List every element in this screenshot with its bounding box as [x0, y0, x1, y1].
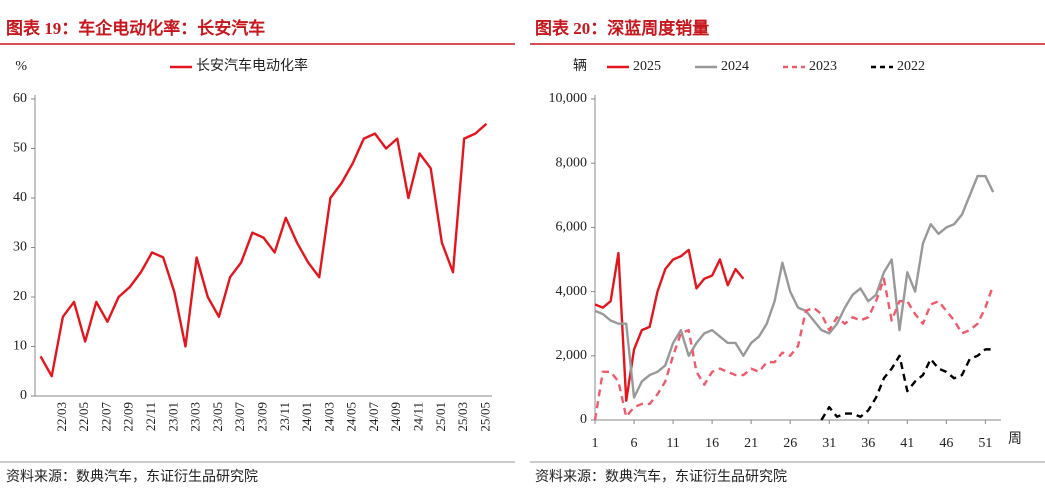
- y-tick-label: 20: [13, 289, 27, 304]
- series-line: [593, 277, 995, 421]
- x-tick-label: 23/11: [277, 402, 292, 431]
- x-tick-label: 22/05: [76, 402, 91, 432]
- y-tick-label: 0: [580, 412, 587, 427]
- x-tick-label: 24/07: [366, 402, 381, 432]
- y-tick-label: 4,000: [556, 284, 588, 299]
- x-tick-label: 22/07: [98, 402, 113, 432]
- source-note: 资料来源：数典汽车，东证衍生品研究院: [6, 468, 258, 485]
- x-tick-label: 36: [861, 436, 875, 451]
- x-tick-label: 46: [939, 436, 953, 451]
- legend-label: 长安汽车电动化率: [196, 57, 308, 74]
- x-tick-label: 23/07: [232, 402, 247, 432]
- y-tick-label: 40: [13, 190, 27, 205]
- legend-label: 2022: [897, 59, 925, 74]
- x-tick-label: 51: [978, 436, 992, 451]
- x-tick-label: 24/05: [344, 402, 359, 432]
- x-tick-label: 16: [705, 436, 719, 451]
- series-line: [594, 174, 995, 399]
- source-note: 资料来源：数典汽车，东证衍生品研究院: [535, 468, 787, 485]
- x-tick-label: 23/01: [165, 402, 180, 432]
- x-tick-label: 31: [822, 436, 836, 451]
- y-axis-label: 辆: [573, 58, 587, 74]
- chart-title: 图表 20：深蓝周度销量: [535, 18, 709, 38]
- y-tick-label: 10: [13, 339, 27, 354]
- chart-title: 图表 19：车企电动化率：长安汽车: [6, 18, 265, 38]
- y-tick-label: 8,000: [556, 155, 588, 170]
- x-tick-label: 25/01: [433, 402, 448, 432]
- x-tick-label: 6: [631, 436, 638, 451]
- legend-label: 2025: [633, 59, 661, 74]
- y-tick-label: 2,000: [556, 348, 588, 363]
- x-tick-label: 25/05: [477, 402, 492, 432]
- legend-label: 2023: [809, 59, 837, 74]
- legend-label: 2024: [721, 59, 749, 74]
- x-tick-label: 22/03: [54, 402, 69, 432]
- series-line: [594, 248, 745, 402]
- x-tick-label: 26: [783, 436, 797, 451]
- x-axis-label: 周: [1008, 432, 1022, 447]
- x-tick-label: 24/09: [388, 402, 403, 432]
- y-tick-label: 30: [13, 240, 27, 255]
- x-tick-label: 25/03: [455, 402, 470, 432]
- x-tick-label: 22/11: [143, 402, 158, 431]
- x-tick-label: 24/03: [321, 402, 336, 432]
- x-tick-label: 11: [666, 436, 679, 451]
- y-tick-label: 0: [20, 388, 27, 403]
- x-tick-label: 22/09: [121, 402, 136, 432]
- x-tick-label: 24/11: [411, 402, 426, 431]
- series-line: [39, 122, 488, 378]
- series-line: [820, 348, 994, 421]
- y-tick-label: 50: [13, 141, 27, 156]
- x-tick-label: 23/03: [188, 402, 203, 432]
- y-tick-label: 10,000: [549, 91, 588, 106]
- y-tick-label: 60: [13, 91, 27, 106]
- x-tick-label: 23/09: [254, 402, 269, 432]
- x-tick-label: 24/01: [299, 402, 314, 432]
- y-tick-label: 6,000: [556, 220, 588, 235]
- x-tick-label: 41: [900, 436, 914, 451]
- x-tick-label: 1: [592, 436, 599, 451]
- y-axis-label: %: [15, 59, 27, 74]
- x-tick-label: 23/05: [210, 402, 225, 432]
- x-tick-label: 21: [744, 436, 758, 451]
